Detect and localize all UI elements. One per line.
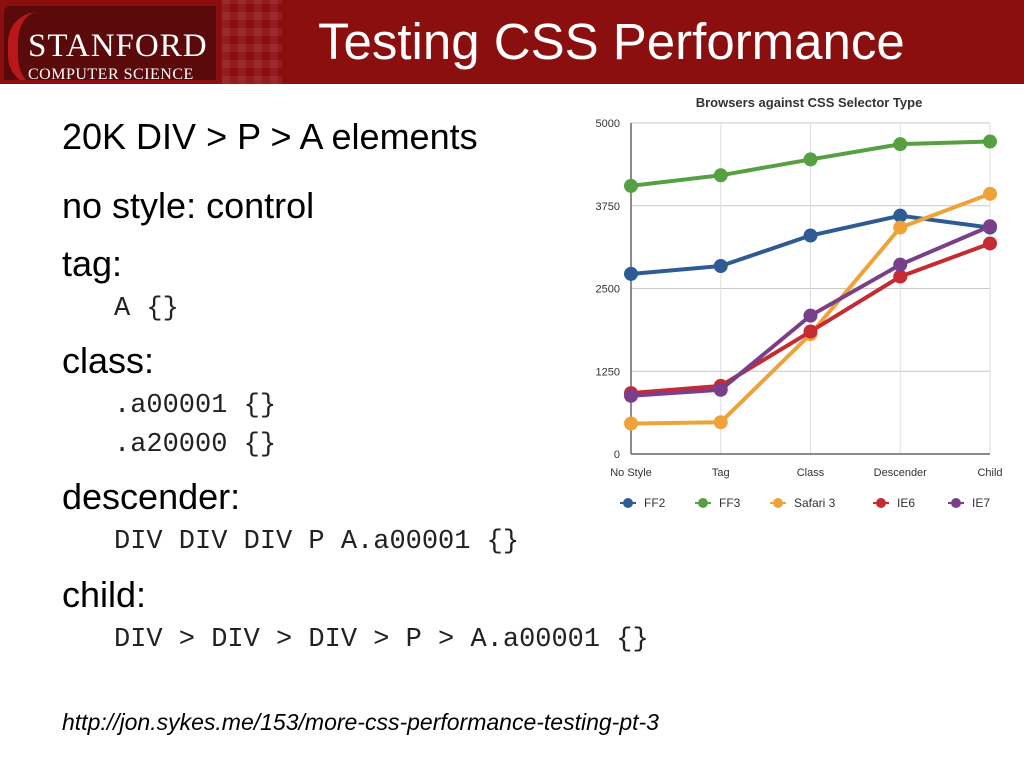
data-point xyxy=(713,415,728,430)
data-point xyxy=(983,134,997,149)
descender-code: DIV DIV DIV P A.a00001 {} xyxy=(114,527,520,557)
data-point xyxy=(624,388,638,403)
chart-title: Browsers against CSS Selector Type xyxy=(696,95,923,110)
tag-label: tag: xyxy=(62,243,123,284)
slide-header: STANFORD COMPUTER SCIENCE Testing CSS Pe… xyxy=(0,0,1024,84)
legend-marker xyxy=(951,498,961,508)
legend-label: IE7 xyxy=(972,496,990,510)
stanford-logo: STANFORD COMPUTER SCIENCE xyxy=(4,6,216,80)
elements-line: 20K DIV > P > A elements xyxy=(62,116,478,157)
legend-label: FF2 xyxy=(644,496,666,510)
data-point xyxy=(624,178,638,193)
y-tick-label: 3750 xyxy=(596,201,620,213)
legend-marker xyxy=(773,498,783,508)
logo-pattern xyxy=(222,0,282,84)
class-code-2: .a20000 {} xyxy=(114,430,277,460)
data-point xyxy=(983,236,997,251)
legend-label: IE6 xyxy=(897,496,915,510)
logo-line2: COMPUTER SCIENCE xyxy=(28,66,194,80)
data-point xyxy=(803,152,818,167)
data-point xyxy=(893,257,908,272)
x-tick-label: No Style xyxy=(610,467,652,479)
data-point xyxy=(624,266,638,281)
chart-axes: 0 1250 2500 3750 5000 No Style Tag Class Descend… xyxy=(596,118,1003,479)
descender-label: descender: xyxy=(62,476,241,517)
x-tick-label: Descender xyxy=(874,467,928,479)
chart-series xyxy=(624,134,997,431)
legend-marker xyxy=(623,498,633,508)
data-point xyxy=(983,219,997,234)
x-tick-label: Class xyxy=(797,467,825,479)
data-point xyxy=(803,228,818,243)
slide-title: Testing CSS Performance xyxy=(318,13,905,70)
child-label: child: xyxy=(62,574,147,615)
legend-marker xyxy=(698,498,708,508)
chart-grid xyxy=(630,122,991,455)
tag-code: A {} xyxy=(114,294,179,324)
legend-label: FF3 xyxy=(719,496,741,510)
y-tick-label: 2500 xyxy=(596,284,620,296)
data-point xyxy=(893,137,908,152)
chart-legend: FF2 FF3 Safari 3 IE6 IE7 xyxy=(620,496,990,510)
data-point xyxy=(893,208,908,223)
x-tick-label: Child xyxy=(977,467,1002,479)
class-label: class: xyxy=(62,340,155,381)
data-point xyxy=(893,220,908,235)
y-tick-label: 0 xyxy=(614,449,620,461)
data-point xyxy=(713,382,728,397)
y-tick-label: 1250 xyxy=(596,366,620,378)
legend-marker xyxy=(876,498,886,508)
data-point xyxy=(624,416,638,431)
legend-label: Safari 3 xyxy=(794,496,836,510)
data-point xyxy=(713,258,728,273)
logo-swash xyxy=(8,12,48,80)
data-point xyxy=(713,168,728,183)
no-style-line: no style: control xyxy=(62,185,315,226)
class-code-1: .a00001 {} xyxy=(114,391,277,421)
data-point xyxy=(803,324,818,339)
x-tick-label: Tag xyxy=(712,467,730,479)
data-point xyxy=(893,269,908,284)
line-chart: Browsers against CSS Selector Type 0 1250… xyxy=(596,95,1003,510)
source-url[interactable]: http://jon.sykes.me/153/more-css-perform… xyxy=(62,709,659,735)
data-point xyxy=(983,186,997,201)
data-point xyxy=(803,308,818,323)
child-code: DIV > DIV > DIV > P > A.a00001 {} xyxy=(114,625,649,655)
y-tick-label: 5000 xyxy=(596,118,620,130)
logo-line1: STANFORD xyxy=(28,28,208,64)
